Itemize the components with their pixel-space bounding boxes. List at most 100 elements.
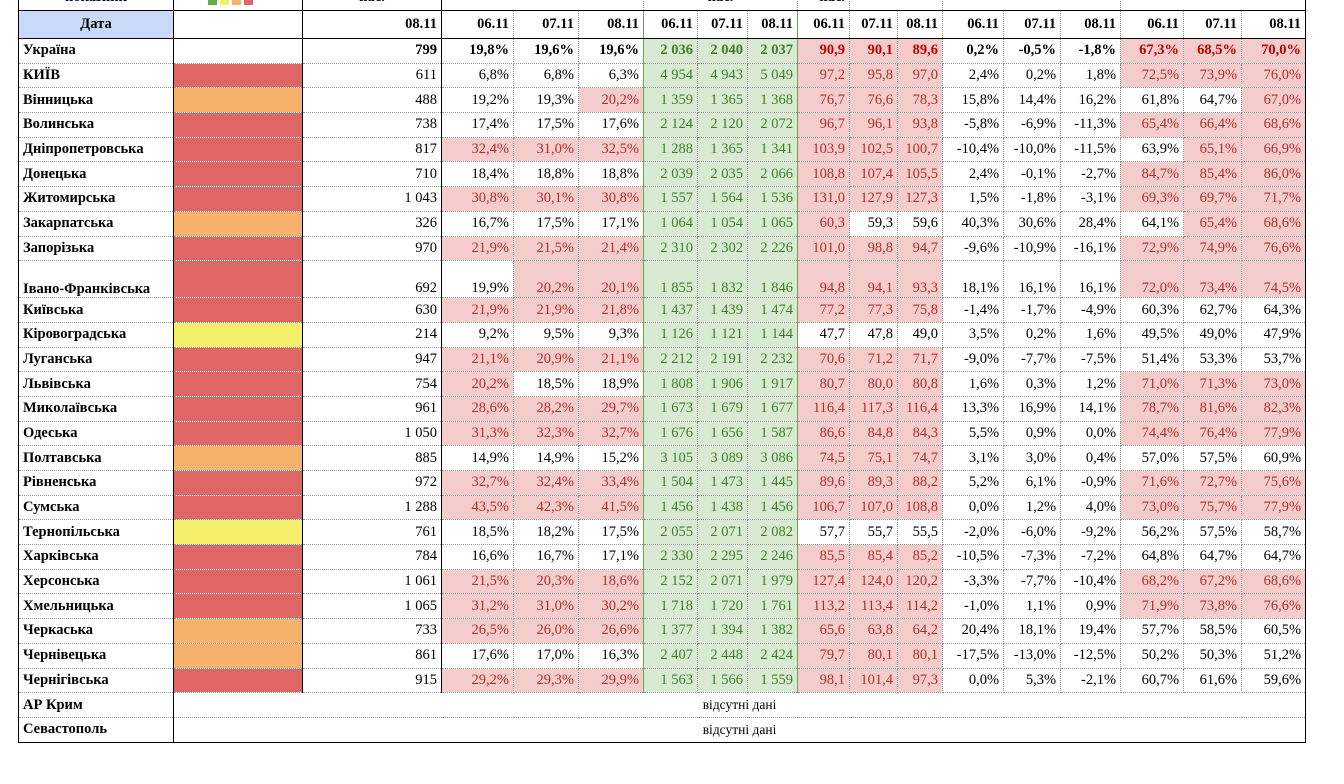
value-cell: 103,9: [797, 136, 851, 163]
value-cell: 2 066: [746, 161, 799, 188]
value-cell: 4,0%: [1060, 494, 1122, 521]
value-cell: -7,3%: [1003, 544, 1062, 570]
level-indicator: [173, 38, 303, 64]
value-cell: 21,1%: [441, 346, 514, 373]
value-cell: 19,4%: [1060, 618, 1122, 644]
value-cell: 89,3: [849, 470, 899, 496]
value-cell: 80,8: [897, 371, 944, 397]
region-row: Донецька 710 18,4% 18,8% 18,8% 2 039 2 035 2 06…: [18, 161, 1307, 188]
region-row: Запорізька 970 21,9% 21,5% 21,4% 2 310 2 302 2 …: [18, 235, 1307, 262]
value-cell: -3,1%: [1060, 186, 1122, 212]
value-cell: 72,0%: [1120, 260, 1185, 299]
header-cell: нас.: [642, 0, 799, 11]
value-cell: 18,1%: [1003, 618, 1062, 644]
value-cell: 799: [302, 38, 442, 64]
value-cell: 5,2%: [942, 470, 1005, 496]
value-cell: 21,5%: [441, 568, 514, 595]
value-cell: 19,8%: [441, 38, 514, 64]
data-table: показник нас. нас. нас. Дата08.1106.1107…: [18, 0, 1307, 743]
value-cell: 97,3: [897, 667, 944, 694]
value-cell: 21,8%: [578, 297, 644, 323]
value-cell: 101,0: [797, 235, 851, 262]
value-cell: -6,0%: [1003, 519, 1062, 546]
value-cell: 2 310: [643, 235, 698, 262]
value-cell: 0,3%: [1003, 371, 1062, 397]
value-cell: 18,2%: [513, 519, 579, 546]
value-cell: 3 105: [643, 445, 698, 471]
value-cell: -0,1%: [1003, 161, 1062, 188]
value-cell: 6,3%: [578, 62, 644, 89]
value-cell: 1 439: [697, 297, 748, 323]
value-cell: 68,6%: [1241, 112, 1307, 138]
value-cell: 16,7%: [441, 210, 514, 237]
value-cell: 49,0: [897, 321, 944, 348]
value-cell: -2,7%: [1060, 161, 1122, 188]
missing-row: Севастополь відсутні дані: [18, 716, 1307, 743]
region-name: КИЇВ: [18, 62, 174, 89]
value-cell: 2 191: [697, 346, 748, 373]
value-cell: 30,1%: [513, 186, 579, 212]
value-cell: 1,6%: [942, 371, 1005, 397]
value-cell: 79,7: [797, 642, 851, 669]
value-cell: 21,4%: [578, 235, 644, 262]
value-cell: 13,3%: [942, 395, 1005, 422]
value-cell: 738: [302, 112, 442, 138]
value-cell: 57,0%: [1120, 445, 1185, 471]
level-indicator: [173, 321, 303, 348]
value-cell: -10,9%: [1003, 235, 1062, 262]
value-cell: 6,1%: [1003, 470, 1062, 496]
value-cell: 60,3%: [1120, 297, 1185, 323]
value-cell: 89,6: [897, 38, 944, 64]
value-cell: 65,4%: [1183, 210, 1243, 237]
value-cell: 68,2%: [1120, 568, 1185, 595]
value-cell: 9,3%: [578, 321, 644, 348]
value-cell: 1 445: [746, 470, 799, 496]
value-cell: 1 656: [697, 420, 748, 447]
value-cell: 80,1: [897, 642, 944, 669]
value-cell: 67,3%: [1120, 38, 1185, 64]
level-indicator: [173, 544, 303, 570]
legend-icon: [208, 0, 253, 5]
level-indicator: [173, 346, 303, 373]
value-cell: 1 394: [697, 618, 748, 644]
value-cell: 86,6: [797, 420, 851, 447]
value-cell: 66,9%: [1241, 136, 1307, 163]
value-cell: 56,2%: [1120, 519, 1185, 546]
value-cell: 19,9%: [441, 260, 514, 299]
value-cell: 74,7: [897, 445, 944, 471]
date-header: 07.11: [1003, 10, 1062, 39]
level-indicator: [173, 186, 303, 212]
value-cell: 214: [302, 321, 442, 348]
value-cell: 81,6%: [1183, 395, 1243, 422]
header-cell: нас.: [302, 0, 442, 11]
value-cell: 1 368: [746, 87, 799, 114]
value-cell: 51,2%: [1241, 642, 1307, 669]
value-cell: 18,8%: [578, 161, 644, 188]
value-cell: 1 587: [746, 420, 799, 447]
value-cell: 101,4: [849, 667, 899, 694]
value-cell: 94,8: [797, 260, 851, 299]
value-cell: 1 456: [643, 494, 698, 521]
value-cell: 17,6%: [578, 112, 644, 138]
value-cell: 21,9%: [513, 297, 579, 323]
value-cell: 73,4%: [1183, 260, 1243, 299]
top-header-row: показник нас. нас. нас.: [18, 0, 1307, 11]
value-cell: 82,3%: [1241, 395, 1307, 422]
level-indicator: [173, 260, 303, 299]
value-cell: -13,0%: [1003, 642, 1062, 669]
value-cell: 1 061: [302, 568, 442, 595]
date-header: 08.11: [1241, 10, 1307, 39]
value-cell: 84,7%: [1120, 161, 1185, 188]
value-cell: 1 054: [697, 210, 748, 237]
value-cell: 692: [302, 260, 442, 299]
value-cell: 50,2%: [1120, 642, 1185, 669]
value-cell: 71,2: [849, 346, 899, 373]
value-cell: 6,8%: [441, 62, 514, 89]
value-cell: 90,9: [797, 38, 851, 64]
value-cell: 32,4%: [441, 136, 514, 163]
date-header: 08.11: [578, 10, 644, 39]
value-cell: -3,3%: [942, 568, 1005, 595]
value-cell: 127,9: [849, 186, 899, 212]
region-name: Київська: [18, 297, 174, 323]
value-cell: 1 832: [697, 260, 748, 299]
